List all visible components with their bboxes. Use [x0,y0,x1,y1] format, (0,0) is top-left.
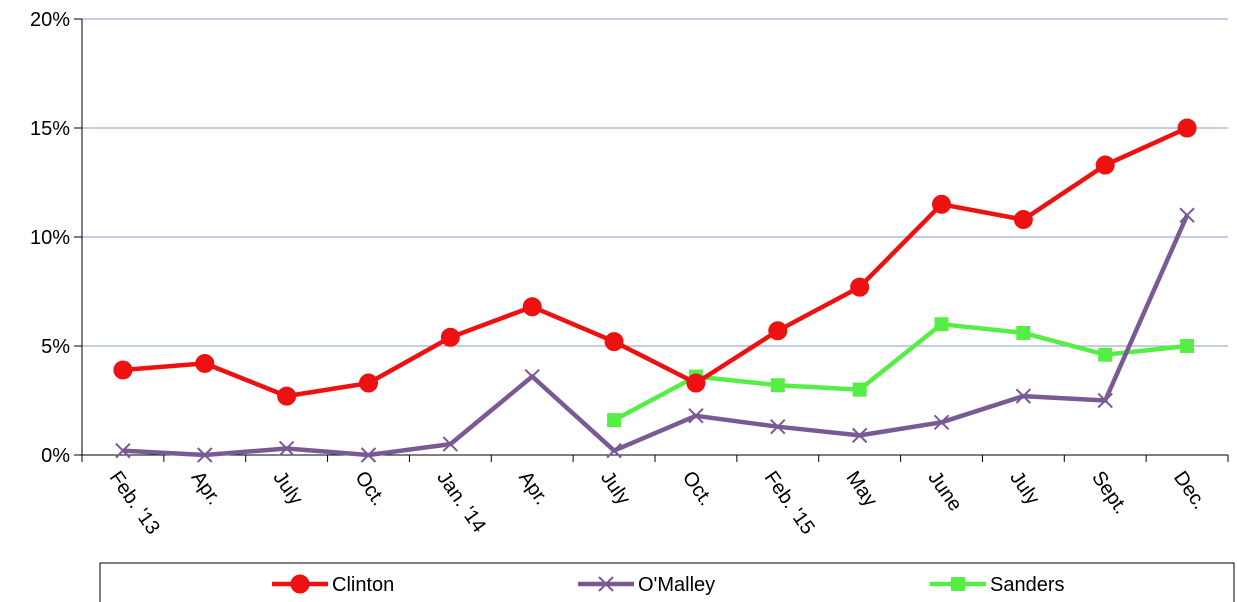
x-tick-label: Apr. [187,467,225,509]
legend-item: Clinton [272,574,394,596]
data-point [440,327,460,347]
x-tick-label: July [269,467,307,509]
series-o-malley [115,207,1195,463]
legend: Clinton O'Malley Sanders [99,562,1235,602]
data-point [115,442,131,459]
data-point [1016,325,1031,340]
data-point [524,368,540,385]
legend-label: O'Malley [638,574,715,596]
x-tick-label: Dec. [1169,467,1211,513]
legend-label: Sanders [990,574,1065,596]
series-line [613,321,1188,423]
x-axis-ticks: Feb. '13 Apr. July Oct. Jan. '14 Apr. July Oct.… [81,455,1229,539]
legend-label: Clinton [332,574,394,596]
y-tick-label: 15% [30,118,70,140]
data-point [770,378,785,393]
data-point [850,277,870,297]
y-axis-ticks: 0% 5% 10% 15% 20% [30,9,82,467]
data-point [934,317,949,332]
data-point [1177,118,1197,138]
data-point [290,574,310,594]
data-point [951,577,965,591]
data-point [1180,339,1195,353]
data-point [933,414,950,431]
series-line [122,214,1190,458]
data-point [851,427,868,444]
data-point [1179,207,1195,223]
x-tick-label: Feb. '13 [105,467,164,538]
data-point [768,321,788,341]
x-tick-label: Oct. [350,467,389,510]
gridlines [82,18,1228,347]
data-point [197,447,213,463]
data-point [688,408,704,424]
series-layer [113,118,1197,463]
data-point [607,413,622,428]
data-point [1098,347,1113,362]
data-point [686,373,706,393]
data-point [1015,388,1032,404]
data-point [770,418,786,435]
y-tick-label: 0% [41,445,70,467]
data-point [359,373,378,393]
data-point [1095,155,1115,175]
y-tick-label: 5% [41,336,70,358]
x-tick-label: July [1005,467,1043,509]
data-point [278,440,295,457]
data-point [604,332,624,352]
y-tick-label: 20% [30,9,70,31]
x-tick-label: Feb. '15 [760,467,819,538]
series-line [122,125,1189,399]
data-point [1097,392,1113,409]
x-tick-label: July [596,467,634,509]
data-point [606,442,622,459]
x-tick-label: Oct. [678,467,717,510]
series-clinton [113,118,1197,406]
data-point [852,382,867,397]
data-point [598,576,614,592]
data-point [360,447,377,463]
x-tick-label: Sept. [1087,467,1132,518]
data-point [442,436,459,452]
data-point [113,360,133,380]
data-point [932,194,951,214]
y-tick-label: 10% [30,227,70,249]
data-point [195,353,215,373]
data-point [1013,210,1033,230]
legend-item: Sanders [930,574,1065,596]
x-tick-label: Apr. [514,467,552,509]
legend-item: O'Malley [578,574,715,596]
x-tick-label: Jan. '14 [432,467,490,536]
data-point [277,386,297,406]
series-sanders [607,317,1195,428]
x-tick-label: June [923,467,966,515]
data-point [522,297,542,317]
x-tick-label: May [842,467,882,511]
